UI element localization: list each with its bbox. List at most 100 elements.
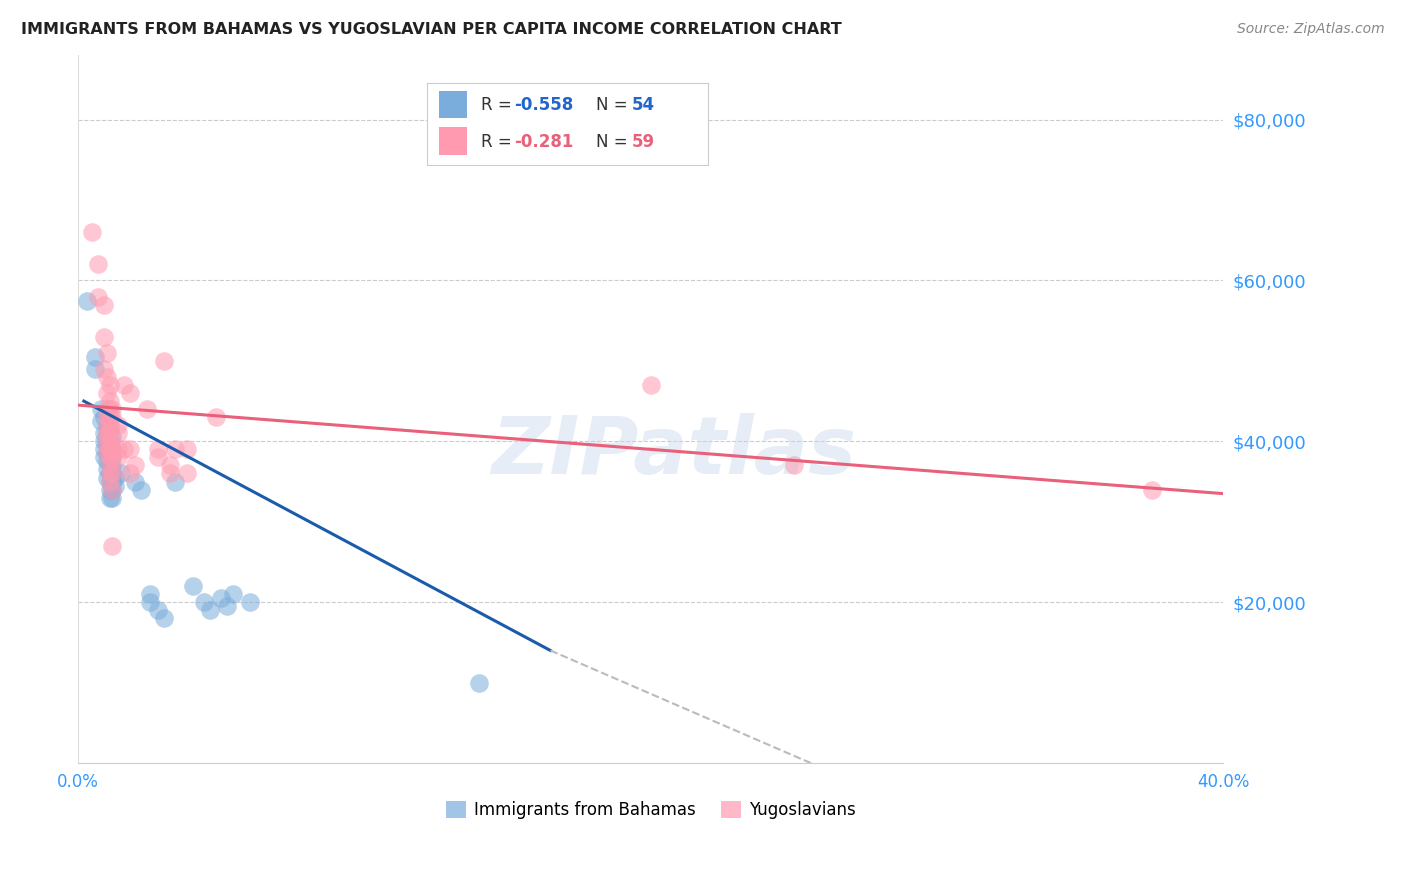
- Point: [101, 491, 124, 505]
- Point: [148, 603, 170, 617]
- Point: [98, 442, 121, 457]
- Point: [1140, 483, 1163, 497]
- Point: [101, 442, 124, 457]
- Point: [193, 595, 215, 609]
- Point: [98, 458, 121, 473]
- Point: [96, 454, 118, 468]
- Point: [104, 478, 127, 492]
- Point: [84, 362, 107, 376]
- Point: [468, 675, 491, 690]
- Point: [124, 475, 146, 489]
- Point: [96, 410, 118, 425]
- Point: [138, 587, 160, 601]
- Point: [98, 491, 121, 505]
- Point: [112, 442, 135, 457]
- Point: [165, 442, 187, 457]
- Point: [101, 539, 124, 553]
- Point: [159, 467, 181, 481]
- Point: [101, 430, 124, 444]
- Point: [98, 402, 121, 417]
- Point: [87, 257, 110, 271]
- Point: [107, 418, 129, 433]
- Point: [98, 467, 121, 481]
- Point: [135, 402, 157, 417]
- Point: [98, 483, 121, 497]
- Point: [93, 297, 115, 311]
- Point: [96, 462, 118, 476]
- Point: [148, 450, 170, 465]
- Point: [101, 410, 124, 425]
- Point: [96, 426, 118, 441]
- Point: [96, 402, 118, 417]
- Point: [107, 442, 129, 457]
- Point: [93, 410, 115, 425]
- Point: [129, 483, 152, 497]
- Legend: Immigrants from Bahamas, Yugoslavians: Immigrants from Bahamas, Yugoslavians: [439, 794, 862, 826]
- Point: [98, 394, 121, 409]
- Point: [93, 426, 115, 441]
- Point: [96, 446, 118, 460]
- Point: [98, 475, 121, 489]
- Point: [98, 418, 121, 433]
- Point: [87, 289, 110, 303]
- Point: [159, 458, 181, 473]
- Point: [101, 442, 124, 457]
- Point: [84, 350, 107, 364]
- Point: [96, 470, 118, 484]
- Point: [118, 467, 141, 481]
- Point: [124, 458, 146, 473]
- Point: [176, 467, 198, 481]
- Point: [98, 446, 121, 460]
- Point: [101, 483, 124, 497]
- Point: [82, 225, 104, 239]
- Point: [98, 426, 121, 441]
- Point: [98, 378, 121, 392]
- Text: ZIPatlas: ZIPatlas: [491, 413, 856, 491]
- Point: [93, 329, 115, 343]
- Point: [96, 446, 118, 460]
- Point: [101, 475, 124, 489]
- Point: [96, 426, 118, 441]
- Point: [181, 579, 204, 593]
- Point: [783, 458, 806, 473]
- Point: [96, 370, 118, 384]
- Point: [107, 426, 129, 441]
- Point: [98, 434, 121, 449]
- Point: [215, 599, 238, 614]
- Point: [153, 611, 176, 625]
- Point: [101, 467, 124, 481]
- Point: [98, 450, 121, 465]
- Point: [104, 470, 127, 484]
- Point: [98, 410, 121, 425]
- Point: [93, 442, 115, 457]
- Point: [101, 467, 124, 481]
- Point: [101, 483, 124, 497]
- Point: [98, 434, 121, 449]
- Point: [209, 591, 232, 606]
- Point: [93, 434, 115, 449]
- Point: [96, 434, 118, 449]
- Point: [93, 450, 115, 465]
- Point: [96, 418, 118, 433]
- Point: [96, 386, 118, 401]
- Point: [107, 450, 129, 465]
- Text: Source: ZipAtlas.com: Source: ZipAtlas.com: [1237, 22, 1385, 37]
- Point: [198, 603, 221, 617]
- Point: [110, 467, 132, 481]
- Point: [96, 438, 118, 452]
- Point: [101, 450, 124, 465]
- Point: [96, 346, 118, 360]
- Point: [93, 362, 115, 376]
- Point: [90, 402, 112, 417]
- Point: [101, 402, 124, 417]
- Point: [112, 378, 135, 392]
- Point: [90, 414, 112, 428]
- Point: [204, 410, 226, 425]
- Point: [96, 418, 118, 433]
- Point: [640, 378, 662, 392]
- Point: [101, 450, 124, 465]
- Point: [76, 293, 98, 308]
- Point: [153, 354, 176, 368]
- Point: [176, 442, 198, 457]
- Point: [165, 475, 187, 489]
